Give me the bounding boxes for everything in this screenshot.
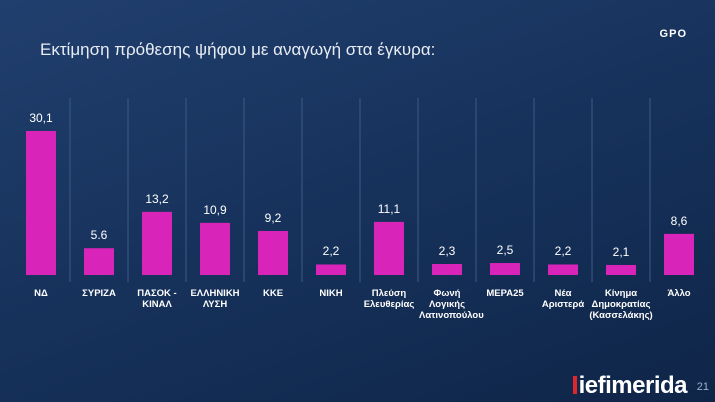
value-label: 8,6 <box>670 213 688 228</box>
bar <box>200 222 230 275</box>
bar <box>490 263 520 275</box>
category-label: ΣΥΡΙΖΑ <box>82 288 116 299</box>
value-label: 5.6 <box>90 228 108 243</box>
bar <box>664 233 694 275</box>
page-number: 21 <box>696 381 709 393</box>
brand-logo: GPO <box>659 28 687 40</box>
bar <box>316 264 346 275</box>
category-label: Νέα Αριστερά <box>541 288 585 310</box>
category-label: Άλλο <box>667 288 691 299</box>
bar <box>606 264 636 275</box>
chart-title: Εκτίμηση πρόθεσης ψήφου με αναγωγή στα έ… <box>40 40 436 59</box>
category-label: ΝΔ <box>34 288 48 299</box>
category-label: ΠΑΣΟΚ - ΚΙΝΑΛ <box>137 288 177 310</box>
bar <box>142 211 172 275</box>
category-label: Κίνημα Δημοκρατίας (Κασσελάκης) <box>589 288 653 321</box>
bar <box>84 248 114 275</box>
bar <box>374 221 404 275</box>
category-label: Φωνή Λογικής Λατινοπούλου <box>419 288 484 321</box>
value-label: 2,2 <box>554 244 572 259</box>
bar <box>432 263 462 275</box>
value-label: 30,1 <box>29 111 53 125</box>
footer-brand: iefimerida <box>573 372 688 400</box>
category-label: ΕΛΛΗΝΙΚΗ ΛΥΣΗ <box>190 288 240 310</box>
bar <box>548 264 578 275</box>
category-label: ΚΚΕ <box>262 288 284 299</box>
category-label: ΝΙΚΗ <box>319 288 343 299</box>
value-label: 13,2 <box>145 191 169 206</box>
value-label: 10,9 <box>203 202 227 217</box>
value-label: 2,1 <box>612 244 630 259</box>
value-label: 2,3 <box>438 243 456 258</box>
category-label: Πλεύση Ελευθερίας <box>363 288 415 310</box>
bar <box>258 230 288 275</box>
value-label: 2,5 <box>496 243 514 258</box>
bar <box>26 131 56 275</box>
value-label: 2,2 <box>322 244 340 259</box>
value-label: 9,2 <box>264 210 282 225</box>
value-label: 11,1 <box>377 201 401 216</box>
category-label: ΜΕΡΑ25 <box>486 288 524 299</box>
